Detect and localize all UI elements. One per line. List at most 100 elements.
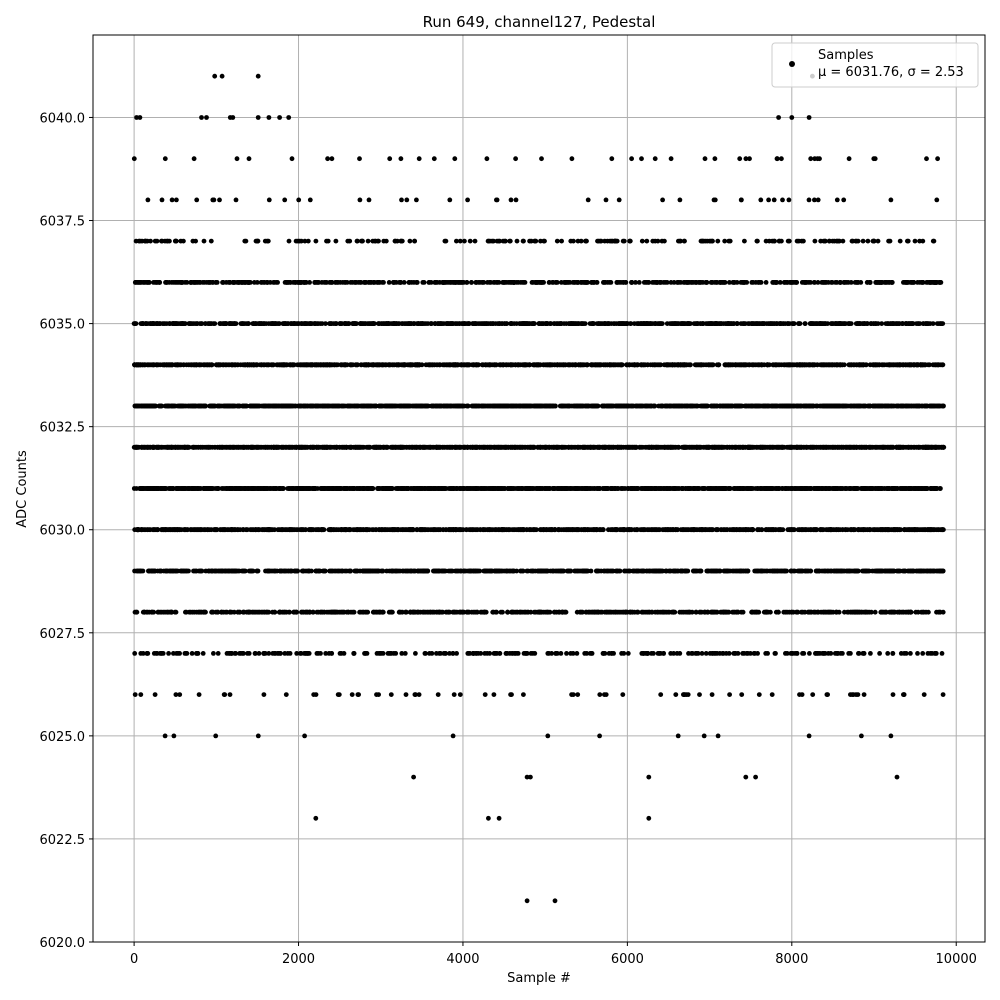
data-point [215, 486, 221, 491]
data-point [554, 486, 560, 491]
data-point [173, 692, 179, 697]
data-point [727, 486, 733, 491]
data-point [596, 609, 601, 615]
data-point [456, 486, 462, 491]
data-point [752, 651, 758, 656]
data-point [415, 609, 421, 615]
data-point [464, 486, 469, 491]
data-point [158, 651, 164, 656]
data-point [478, 486, 484, 491]
data-point [432, 568, 437, 574]
data-point [473, 486, 479, 491]
data-point [303, 609, 309, 615]
data-point [510, 486, 516, 491]
data-point [694, 486, 700, 491]
data-point [772, 568, 778, 574]
data-point [228, 651, 234, 656]
data-point [671, 651, 676, 656]
data-point [906, 609, 912, 615]
data-point [696, 527, 702, 533]
data-point [132, 692, 138, 697]
data-point [332, 486, 337, 491]
data-point [655, 651, 661, 656]
data-point [880, 527, 885, 533]
data-point [152, 692, 158, 697]
data-point [162, 733, 168, 739]
data-point [235, 486, 240, 491]
data-point [261, 651, 267, 656]
data-point [277, 609, 283, 615]
data-point [474, 609, 480, 615]
data-point [827, 486, 832, 491]
data-point [582, 486, 588, 491]
data-point [658, 486, 664, 491]
data-point [298, 651, 303, 656]
data-point [207, 486, 213, 491]
data-point [707, 651, 713, 656]
data-point [575, 692, 581, 697]
data-point [184, 651, 190, 656]
data-point [822, 651, 828, 656]
data-point [394, 486, 400, 491]
data-point [851, 692, 856, 697]
data-point [711, 609, 717, 615]
data-point [442, 486, 448, 491]
data-point [834, 651, 840, 656]
data-point [915, 651, 920, 656]
data-point [890, 568, 896, 574]
data-point [481, 609, 487, 615]
data-point [911, 568, 917, 574]
data-point [773, 651, 778, 656]
data-point [256, 651, 262, 656]
data-point [548, 568, 553, 574]
data-point [348, 609, 354, 615]
data-point [888, 609, 894, 615]
data-point [370, 486, 376, 491]
data-point [599, 609, 605, 615]
data-point [494, 609, 499, 615]
data-point [718, 486, 724, 491]
data-point [635, 486, 640, 491]
data-point [224, 651, 230, 656]
data-point [789, 651, 795, 656]
data-point [610, 486, 616, 491]
data-point [488, 486, 493, 491]
data-point [791, 527, 796, 533]
data-point [776, 609, 781, 615]
data-point [574, 527, 580, 533]
data-point [699, 651, 705, 656]
data-point [313, 486, 318, 491]
data-point [605, 609, 611, 615]
data-point [132, 651, 138, 656]
data-point [200, 651, 206, 656]
data-point [351, 651, 357, 656]
data-point [219, 527, 225, 533]
data-point [167, 568, 172, 574]
data-point [616, 568, 622, 574]
data-point [739, 692, 745, 697]
data-point [158, 568, 164, 574]
data-point [408, 609, 413, 615]
data-point [418, 568, 424, 574]
data-point [227, 692, 233, 697]
data-point [451, 692, 457, 697]
data-point [267, 486, 273, 491]
data-point [135, 527, 141, 533]
data-point [245, 651, 250, 656]
data-point [454, 527, 459, 533]
data-point [166, 609, 172, 615]
data-point [520, 568, 525, 574]
data-point [597, 692, 603, 697]
data-point [921, 527, 927, 533]
data-point [155, 609, 161, 615]
data-point [210, 609, 216, 615]
data-point [253, 609, 259, 615]
data-point [726, 651, 732, 656]
data-point [730, 609, 735, 615]
data-point [928, 651, 933, 656]
data-point [783, 651, 788, 656]
data-point [336, 692, 342, 697]
data-point [866, 568, 872, 574]
data-point [478, 651, 484, 656]
